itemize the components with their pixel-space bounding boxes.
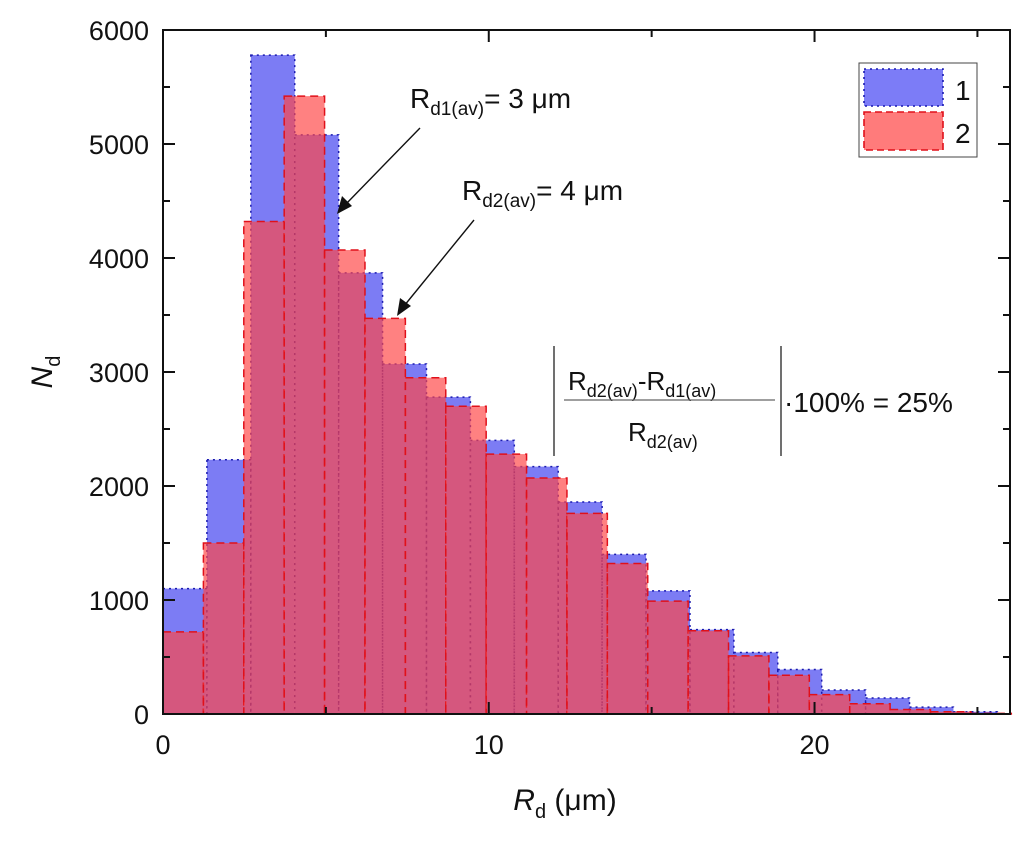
annotation-rd1-label: Rd1(av)= 3 μm bbox=[410, 83, 571, 120]
series-2-bar bbox=[243, 220, 285, 715]
annotation-rd2-arrowhead bbox=[397, 298, 411, 316]
series-2-bar bbox=[364, 317, 407, 715]
series-2-bar bbox=[485, 453, 528, 715]
annotation-rd1: Rd1(av)= 3 μm bbox=[337, 83, 571, 214]
annotation-rd1-arrowhead bbox=[337, 196, 352, 214]
series-2-bar bbox=[445, 405, 487, 715]
formula-result: ·100% = 25% bbox=[784, 387, 953, 418]
series-2-bar bbox=[727, 655, 770, 715]
series-2-bar bbox=[525, 477, 568, 715]
series-2-bar bbox=[646, 600, 689, 715]
series-2-bar bbox=[323, 249, 366, 715]
legend-swatch-1 bbox=[863, 68, 944, 107]
series-2-bar bbox=[606, 562, 649, 715]
annotation-rd2-arrow bbox=[403, 219, 475, 307]
legend-label-1: 1 bbox=[955, 75, 971, 106]
y-axis-title: Nd bbox=[26, 356, 65, 389]
legend: 1 2 bbox=[858, 62, 978, 158]
series-2-bar bbox=[768, 674, 811, 715]
annotation-rd2: Rd2(av)= 4 μm bbox=[397, 175, 623, 316]
y-tick-label: 2000 bbox=[89, 472, 149, 502]
annotation-rd2-label: Rd2(av)= 4 μm bbox=[462, 175, 623, 212]
x-tick-label: 0 bbox=[155, 730, 170, 760]
y-tick-label: 1000 bbox=[89, 586, 149, 616]
formula-denominator: Rd2(av) bbox=[628, 417, 698, 452]
series-2-bar bbox=[283, 95, 326, 715]
y-tick-label: 6000 bbox=[89, 16, 149, 46]
axes: 0 1000 2000 3000 4000 5000 6000 0 10 20 bbox=[89, 16, 1011, 760]
y-tick-label: 4000 bbox=[89, 244, 149, 274]
y-tick-label: 3000 bbox=[89, 358, 149, 388]
x-axis-title: Rd (μm) bbox=[513, 784, 616, 823]
legend-label-2: 2 bbox=[955, 118, 971, 149]
annotation-rd1-arrow bbox=[345, 127, 421, 205]
x-tick-label: 10 bbox=[474, 730, 504, 760]
series-2-bar bbox=[162, 631, 205, 715]
series-2-bar bbox=[202, 542, 245, 715]
series-2-bar bbox=[687, 630, 730, 715]
legend-swatch-2 bbox=[863, 111, 944, 151]
x-tick-label: 20 bbox=[800, 730, 830, 760]
y-tick-label: 5000 bbox=[89, 130, 149, 160]
formula-numerator: Rd2(av)-Rd1(av) bbox=[568, 366, 716, 401]
series-2-bar bbox=[404, 376, 447, 715]
formula: Rd2(av)-Rd1(av) Rd2(av) ·100% = 25% bbox=[553, 346, 953, 456]
series-2-bars bbox=[162, 95, 1013, 715]
series-2-bar bbox=[566, 512, 609, 715]
series-2-bar bbox=[848, 702, 891, 715]
y-tick-label: 0 bbox=[134, 700, 149, 730]
